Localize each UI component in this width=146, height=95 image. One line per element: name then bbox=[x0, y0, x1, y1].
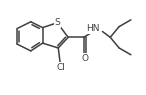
Text: HN: HN bbox=[86, 24, 99, 33]
Text: O: O bbox=[81, 54, 88, 63]
Text: Cl: Cl bbox=[57, 63, 66, 72]
Text: S: S bbox=[54, 18, 60, 27]
